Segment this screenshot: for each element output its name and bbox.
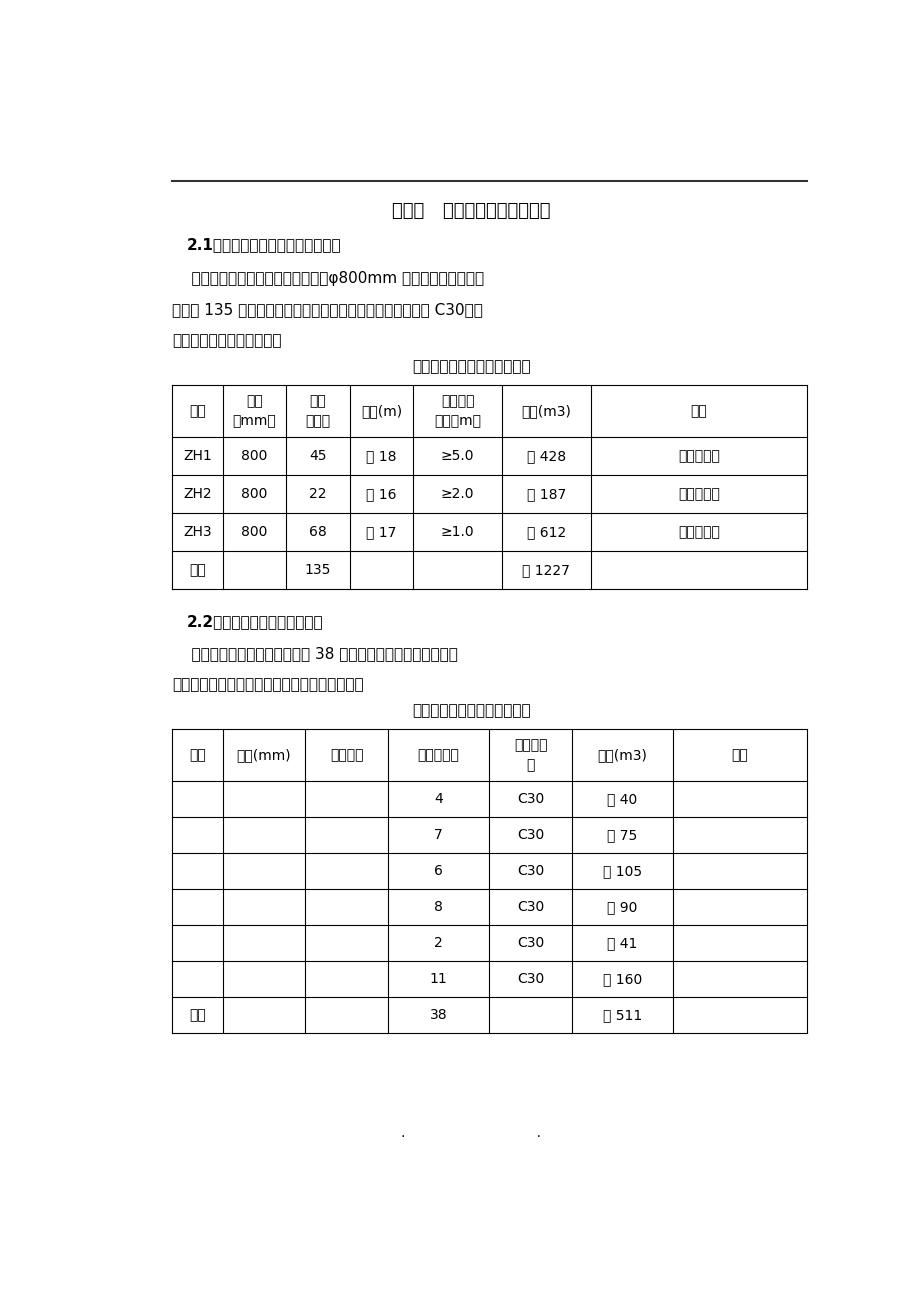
Text: C30: C30 bbox=[516, 973, 544, 987]
Text: ZH2: ZH2 bbox=[183, 487, 211, 501]
Text: 约 612: 约 612 bbox=[527, 525, 565, 539]
Text: C30: C30 bbox=[516, 936, 544, 950]
Text: 含一根试桩: 含一根试桩 bbox=[677, 525, 719, 539]
Text: C30: C30 bbox=[516, 792, 544, 806]
Text: 桩数: 桩数 bbox=[310, 395, 326, 408]
Text: （mm）: （mm） bbox=[233, 414, 276, 428]
Text: 砼量(m3): 砼量(m3) bbox=[597, 747, 647, 762]
Text: 约 1227: 约 1227 bbox=[522, 564, 570, 577]
Text: 钻孔灌注桩设计工作量一览表: 钻孔灌注桩设计工作量一览表 bbox=[412, 703, 530, 719]
Text: ZH3: ZH3 bbox=[183, 525, 211, 539]
Text: 2.1、钻孔灌注桩设计要求及工作量: 2.1、钻孔灌注桩设计要求及工作量 bbox=[186, 237, 341, 253]
Text: 800: 800 bbox=[241, 449, 267, 464]
Text: 约 428: 约 428 bbox=[527, 449, 565, 464]
Text: 6: 6 bbox=[434, 865, 443, 878]
Text: 38: 38 bbox=[429, 1009, 447, 1022]
Text: 级: 级 bbox=[526, 758, 534, 772]
Text: 桩径: 桩径 bbox=[246, 395, 263, 408]
Text: 含一根试桩: 含一根试桩 bbox=[677, 487, 719, 501]
Text: 8: 8 bbox=[434, 900, 443, 914]
Text: 11: 11 bbox=[429, 973, 447, 987]
Text: 约 75: 约 75 bbox=[607, 828, 637, 842]
Text: 22: 22 bbox=[309, 487, 326, 501]
Text: 层深（m）: 层深（m） bbox=[434, 414, 481, 428]
Text: 桩径(mm): 桩径(mm) bbox=[236, 747, 291, 762]
Text: 约 41: 约 41 bbox=[607, 936, 637, 950]
Text: 7: 7 bbox=[434, 828, 442, 842]
Text: 桩型: 桩型 bbox=[188, 404, 206, 418]
Text: ZH1: ZH1 bbox=[183, 449, 211, 464]
Text: C30: C30 bbox=[516, 900, 544, 914]
Text: 约 511: 约 511 bbox=[602, 1009, 641, 1022]
Text: ≥1.0: ≥1.0 bbox=[440, 525, 474, 539]
Text: 135: 135 bbox=[304, 564, 331, 577]
Text: 约 40: 约 40 bbox=[607, 792, 637, 806]
Text: 人工挖孔扩底灌注墩，设计共 38 根，墩长根据现场施工情况确: 人工挖孔扩底灌注墩，设计共 38 根，墩长根据现场施工情况确 bbox=[172, 646, 458, 661]
Text: 备注: 备注 bbox=[689, 404, 707, 418]
Text: 约 160: 约 160 bbox=[602, 973, 641, 987]
Text: 45: 45 bbox=[309, 449, 326, 464]
Text: （根）: （根） bbox=[305, 414, 330, 428]
Text: 钻孔灌注桩设计工作量一览表: 钻孔灌注桩设计工作量一览表 bbox=[412, 359, 530, 374]
Text: 4: 4 bbox=[434, 792, 442, 806]
Text: 扩底直径: 扩底直径 bbox=[329, 747, 363, 762]
Text: ·                              ·: · · bbox=[401, 1130, 541, 1143]
Text: C30: C30 bbox=[516, 828, 544, 842]
Text: 型，共 135 根桩，包含三根试桩（兼工程桩），砼强度等级 C30。设: 型，共 135 根桩，包含三根试桩（兼工程桩），砼强度等级 C30。设 bbox=[172, 302, 482, 318]
Text: 68: 68 bbox=[309, 525, 326, 539]
Text: 800: 800 bbox=[241, 487, 267, 501]
Text: 桩型: 桩型 bbox=[188, 747, 206, 762]
Text: 抢修库房桩基工程，设计桩径均为φ800mm 钻孔灌注桩，三种桩: 抢修库房桩基工程，设计桩径均为φ800mm 钻孔灌注桩，三种桩 bbox=[172, 271, 483, 286]
Text: ≥2.0: ≥2.0 bbox=[440, 487, 474, 501]
Text: 约 16: 约 16 bbox=[366, 487, 396, 501]
Text: 约 90: 约 90 bbox=[607, 900, 637, 914]
Text: 计要求及工作量详见下表：: 计要求及工作量详见下表： bbox=[172, 333, 281, 348]
Text: 约 18: 约 18 bbox=[366, 449, 396, 464]
Text: ≥5.0: ≥5.0 bbox=[440, 449, 474, 464]
Text: 约 17: 约 17 bbox=[366, 525, 396, 539]
Text: C30: C30 bbox=[516, 865, 544, 878]
Text: 进入持力: 进入持力 bbox=[440, 395, 474, 408]
Text: 桩数（根）: 桩数（根） bbox=[417, 747, 459, 762]
Text: 含一根试桩: 含一根试桩 bbox=[677, 449, 719, 464]
Text: 砼强度等: 砼强度等 bbox=[514, 738, 547, 751]
Text: 2.2、灌注墩设计要求及工作量: 2.2、灌注墩设计要求及工作量 bbox=[186, 615, 323, 629]
Text: 桩长(m): 桩长(m) bbox=[360, 404, 402, 418]
Text: 约 187: 约 187 bbox=[527, 487, 565, 501]
Text: 砼量(m3): 砼量(m3) bbox=[521, 404, 571, 418]
Text: 定，持力层为粉质粘土层，具体设计容见下表。: 定，持力层为粉质粘土层，具体设计容见下表。 bbox=[172, 677, 363, 693]
Text: 合计: 合计 bbox=[188, 564, 206, 577]
Text: 2: 2 bbox=[434, 936, 442, 950]
Text: 合计: 合计 bbox=[188, 1009, 206, 1022]
Text: 800: 800 bbox=[241, 525, 267, 539]
Text: 第二章   工程设计要求及工作量: 第二章 工程设计要求及工作量 bbox=[391, 202, 550, 220]
Text: 备注: 备注 bbox=[731, 747, 747, 762]
Text: 约 105: 约 105 bbox=[602, 865, 641, 878]
